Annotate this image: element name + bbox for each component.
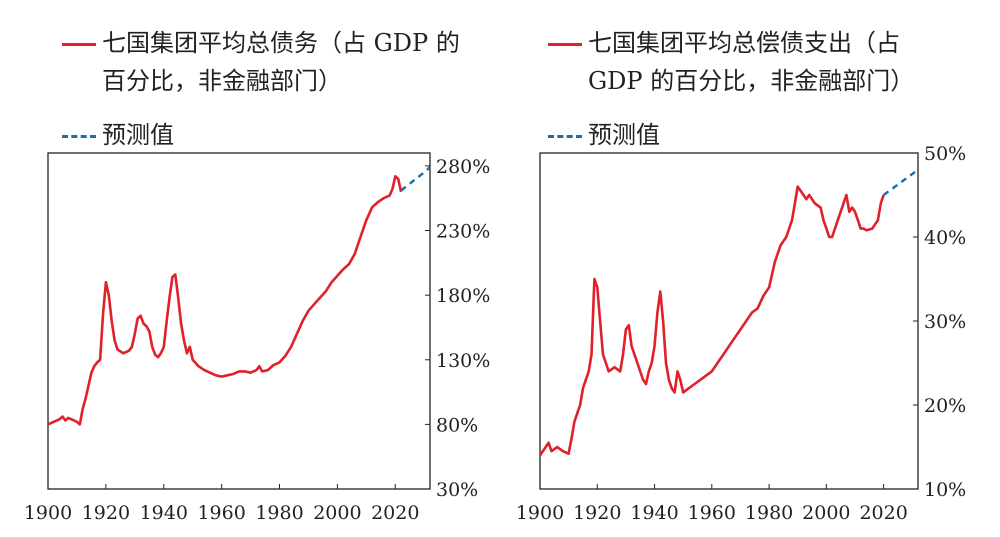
right-y-tick-label: 50% — [924, 143, 966, 165]
left-forecast-line — [401, 167, 430, 190]
right-plot-frame — [540, 153, 918, 489]
left-x-tick-label: 2000 — [313, 502, 361, 524]
left-y-tick-label: 180% — [436, 285, 490, 307]
left-x-tick-label: 1960 — [197, 502, 245, 524]
left-y-tick-label: 280% — [436, 156, 490, 178]
right-x-tick-label: 2000 — [802, 502, 850, 524]
right-x-tick-label: 2020 — [859, 502, 907, 524]
right-y-tick-label: 30% — [924, 311, 966, 333]
charts-canvas: 1900 1920 1940 1960 1980 2000 2020 30% 80% 130% 18… — [0, 0, 1000, 537]
left-chart: 1900 1920 1940 1960 1980 2000 2020 30% 80% 130% 18… — [24, 153, 491, 524]
left-series-line — [48, 176, 401, 424]
left-y-tick-label: 130% — [436, 350, 490, 372]
right-x-tick-label: 1980 — [745, 502, 793, 524]
right-series-line — [540, 187, 884, 456]
left-x-tick-label: 1900 — [24, 502, 72, 524]
left-x-tick-label: 1940 — [140, 502, 188, 524]
left-x-tick-label: 1920 — [82, 502, 130, 524]
right-forecast-line — [884, 170, 918, 195]
left-y-tick-label: 80% — [436, 414, 478, 436]
left-x-tick-label: 2020 — [371, 502, 419, 524]
left-y-tick-label: 230% — [436, 221, 490, 243]
left-x-tick-label: 1980 — [255, 502, 303, 524]
right-y-tick-label: 40% — [924, 227, 966, 249]
right-y-tick-label: 10% — [924, 479, 966, 501]
right-chart: 1900 1920 1940 1960 1980 2000 2020 10% 20% 30% 40%… — [516, 143, 966, 524]
right-y-tick-label: 20% — [924, 395, 966, 417]
left-y-tick-label: 30% — [436, 479, 478, 501]
right-x-tick-label: 1960 — [688, 502, 736, 524]
right-x-tick-label: 1900 — [516, 502, 564, 524]
left-plot-frame — [48, 153, 430, 489]
right-x-tick-label: 1940 — [630, 502, 678, 524]
right-x-tick-label: 1920 — [573, 502, 621, 524]
